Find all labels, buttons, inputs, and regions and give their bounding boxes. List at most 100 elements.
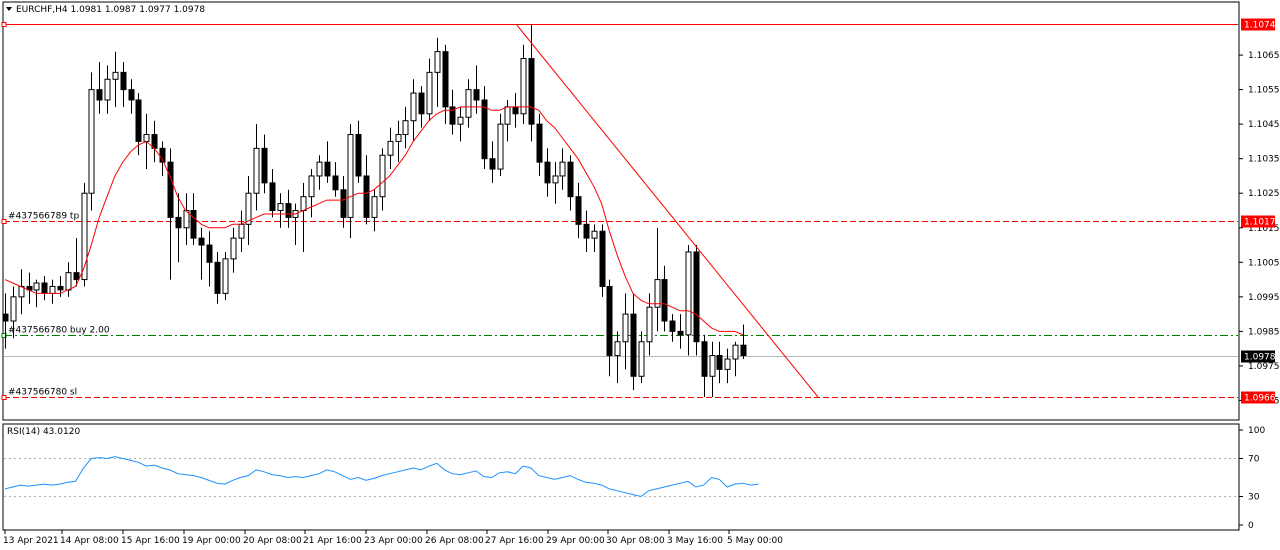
candle-body [363, 175, 370, 218]
candle-body [371, 196, 378, 218]
candle-body [65, 272, 72, 291]
candle-body [316, 161, 323, 177]
candle-body [402, 120, 409, 136]
candle-layer [2, 24, 747, 397]
candle-body [41, 282, 48, 294]
candle-body [175, 216, 182, 229]
candle-body [481, 99, 488, 160]
price-tick-label: 1.0975 [1248, 362, 1280, 372]
rsi-tick-label: 70 [1248, 455, 1260, 465]
time-tick-label: 13 Apr 2021 [3, 536, 59, 546]
candle-body [355, 134, 362, 177]
candle-body [300, 196, 307, 211]
level-handle[interactable] [1, 219, 7, 224]
candle-body [599, 230, 606, 287]
candle-body [559, 161, 566, 177]
time-tick-label: 23 Apr 00:00 [364, 536, 423, 546]
candle-body [473, 89, 480, 101]
candle-body [701, 341, 708, 377]
candle-body [324, 161, 331, 177]
level-handle[interactable] [1, 395, 7, 400]
candle-body [567, 161, 574, 198]
price-tag-label: 1.1017 [1244, 218, 1276, 228]
time-tick-label: 14 Apr 08:00 [60, 536, 119, 546]
level-label: #437566789 tp [8, 212, 79, 222]
candle-body [120, 71, 127, 91]
candle-body [457, 116, 464, 125]
level-label: #437566780 buy 2.00 [8, 326, 110, 336]
time-tick-label: 19 Apr 00:00 [182, 536, 241, 546]
candle-body [716, 355, 723, 370]
candle-body [740, 344, 747, 357]
price-tag-label: 1.0966 [1244, 394, 1276, 404]
candle-body [520, 58, 527, 115]
grid-layer [4, 458, 1238, 497]
candle-body [277, 203, 284, 211]
candle-body [238, 223, 245, 239]
candle-body [198, 237, 205, 246]
menu-triangle-icon[interactable] [6, 7, 12, 11]
candle-body [214, 261, 221, 294]
price-pane[interactable] [2, 1, 1240, 421]
trendline[interactable] [515, 23, 819, 398]
candle-body [269, 182, 276, 212]
candle-body [583, 223, 590, 239]
price-tick-label: 1.0995 [1248, 293, 1280, 303]
level-layer[interactable] [1, 22, 1238, 400]
candle-body [206, 244, 213, 263]
candle-body [222, 258, 229, 294]
candle-body [88, 89, 95, 194]
level-label: #437566780 sl [8, 388, 77, 398]
candle-body [395, 134, 402, 142]
price-tick-label: 1.1045 [1248, 120, 1280, 130]
rsi-readout: RSI(14) 43.0120 [7, 427, 80, 437]
time-tick-label: 29 Apr 00:00 [546, 536, 605, 546]
candle-body [96, 89, 103, 101]
candle-body [442, 51, 449, 108]
candle-body [512, 106, 519, 115]
candle-body [489, 158, 496, 170]
candle-body [308, 175, 315, 198]
candle-body [347, 134, 354, 218]
candle-body [528, 58, 535, 125]
candle-body [552, 175, 559, 184]
candle-body [614, 341, 621, 357]
rsi-tick-label: 0 [1248, 521, 1254, 531]
time-tick-label: 20 Apr 08:00 [243, 536, 302, 546]
rsi-pane[interactable] [2, 423, 1240, 531]
price-tick-label: 1.1005 [1248, 258, 1280, 268]
candle-body [49, 285, 56, 294]
candle-body [143, 134, 150, 142]
candle-body [230, 237, 237, 260]
candle-body [732, 344, 739, 360]
rsi-layer [4, 456, 759, 498]
candle-body [497, 123, 504, 170]
candle-body [10, 296, 17, 322]
candle-body [606, 285, 613, 357]
level-labels: 1.1074 #437566789 tp 1.1017 #437566780 buy … [8, 18, 1276, 404]
rsi-tick-label: 30 [1248, 493, 1260, 503]
trendline-layer[interactable] [515, 23, 819, 398]
candle-body [253, 147, 260, 194]
time-tick-label: 30 Apr 08:00 [606, 536, 665, 546]
candle-body [104, 78, 111, 101]
candle-body [654, 279, 661, 308]
candle-body [661, 279, 668, 322]
time-tick-label: 21 Apr 16:00 [303, 536, 362, 546]
candle-body [33, 282, 40, 291]
level-handle[interactable] [1, 22, 7, 27]
candle-body [2, 313, 9, 322]
candle-body [693, 251, 700, 343]
price-tick-label: 1.1035 [1248, 155, 1280, 165]
candle-body [426, 71, 433, 115]
symbol-readout: EURCHF,H4 1.0981 1.0987 1.0977 1.0978 [16, 5, 205, 15]
candle-body [73, 272, 80, 281]
price-tick-label: 1.1015 [1248, 224, 1280, 234]
candle-body [387, 140, 394, 156]
candle-body [638, 341, 645, 377]
price-tag-label: 1.1074 [1244, 21, 1276, 31]
candle-body [709, 355, 716, 377]
candle-body [340, 189, 347, 218]
candle-body [685, 251, 692, 336]
